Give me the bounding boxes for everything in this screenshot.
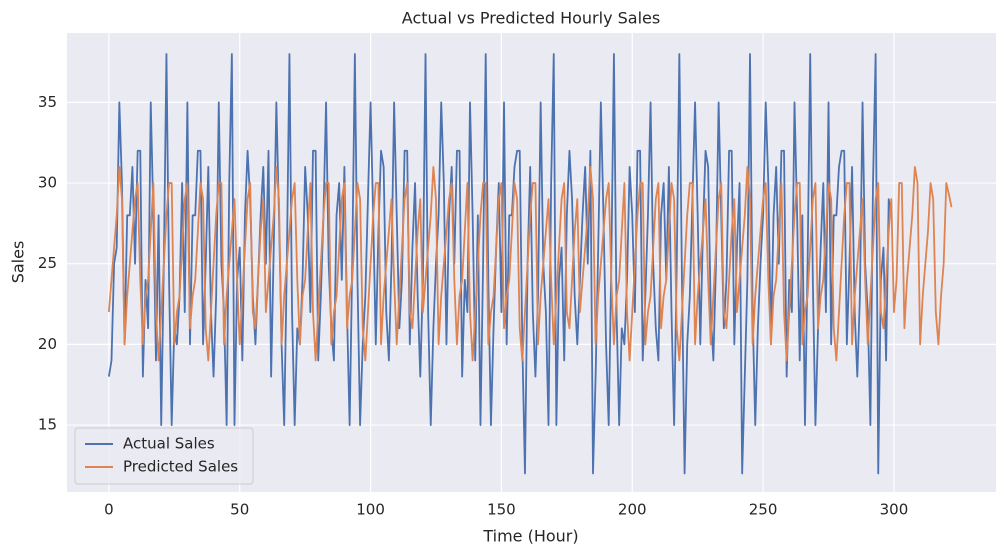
legend: Actual Sales Predicted Sales	[74, 427, 254, 485]
x-tick-label: 200	[618, 501, 647, 519]
y-tick-label: 15	[38, 416, 57, 434]
x-axis-label: Time (Hour)	[482, 527, 578, 546]
series-line	[107, 53, 893, 475]
legend-box	[74, 427, 254, 485]
y-axis-label: Sales	[9, 241, 28, 284]
x-tick-label: 150	[487, 501, 516, 519]
y-tick-label: 20	[38, 335, 57, 353]
y-tick-label: 25	[38, 254, 57, 272]
x-tick-label: 250	[749, 501, 778, 519]
y-tick-label: 35	[38, 93, 57, 111]
chart-title: Actual vs Predicted Hourly Sales	[402, 9, 660, 28]
legend-label: Actual Sales	[123, 435, 215, 453]
legend-label: Predicted Sales	[123, 458, 238, 476]
x-tick-label: 300	[880, 501, 909, 519]
x-tick-label: 50	[230, 501, 249, 519]
x-tick-label: 0	[104, 501, 114, 519]
y-tick-label: 30	[38, 174, 57, 192]
series-line	[107, 166, 953, 362]
x-tick-label: 100	[356, 501, 385, 519]
